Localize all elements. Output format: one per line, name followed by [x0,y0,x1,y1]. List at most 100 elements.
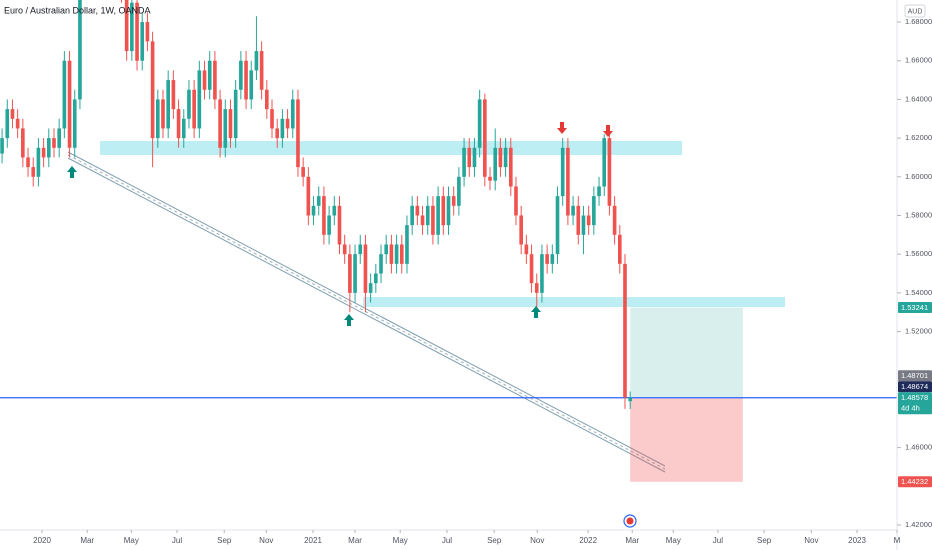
candle-body [581,215,586,235]
candle-body [306,176,311,216]
candle-body [259,51,264,90]
candle-body [534,283,539,293]
price-badge-note: 4d 4h [901,404,920,413]
loss-zone[interactable] [630,397,743,482]
candle-body [524,244,529,255]
y-tick-label: 1.52000 [905,327,932,336]
candle-body [597,186,601,197]
candle-body [311,205,316,216]
price-badge-label: 1.48674 [901,382,928,391]
price-badge-label: 1.53241 [901,303,928,312]
candle-body [62,60,67,129]
x-tick-label: May [393,536,408,545]
x-tick-label: Jul [172,536,182,545]
candle-body [592,196,596,226]
candle-body [498,147,503,168]
candle-body [10,109,15,119]
x-tick-label: Nov [530,536,544,545]
candle-body [467,147,472,168]
candle-body [135,2,139,61]
price-badge-label: 1.48701 [901,371,928,380]
candle-body [67,60,72,148]
trend-channel[interactable] [67,151,666,473]
x-tick-label: Mar [80,536,94,545]
candle-body [46,138,51,158]
candle-body [493,147,498,181]
x-tick-label: 2020 [33,536,51,545]
candle-body [446,196,451,226]
candle-body [218,99,222,148]
candle-body [441,196,446,226]
currency: AUD [908,8,923,15]
candle-body [394,244,399,264]
candle-body [322,196,326,235]
profit-zone[interactable] [630,307,743,398]
price-badge [898,302,932,314]
x-tick-label: Nov [259,536,273,545]
candle-body [145,22,150,42]
candle-body [15,118,20,129]
up-arrow[interactable] [67,166,77,178]
x-tick-label: Jul [713,536,723,545]
y-tick-label: 1.68000 [905,17,932,26]
candle-body [628,397,633,402]
candle-body [519,215,523,245]
candle-body [545,254,549,264]
up-arrow[interactable] [531,306,541,318]
drawings [67,141,785,473]
up-arrow[interactable] [344,314,354,326]
candle-body [275,128,280,139]
candle-body [155,99,160,139]
price-badge [898,370,932,382]
resistance-zone[interactable] [100,141,682,155]
candle-body [0,138,4,154]
down-arrow[interactable] [557,122,567,134]
candle-body [187,89,191,119]
candle-body [477,99,482,148]
candle-body [264,89,269,110]
events-icon[interactable] [623,514,637,528]
price-badge-label: 1.44232 [901,477,928,486]
candle-body [176,109,181,139]
candle-body [550,254,555,264]
candle-body [5,109,10,139]
candle-body [290,99,295,129]
candle-body [233,89,238,139]
support-zone[interactable] [363,297,785,307]
candle-body [57,128,61,148]
price-badge [898,392,932,415]
price-badge [898,381,932,393]
currency-box[interactable] [904,4,926,18]
candle-body [514,186,518,216]
candle-body [602,138,607,187]
candle-body [207,60,212,90]
candle-body [270,109,274,129]
candle-body [483,99,487,177]
candle-body [301,167,305,177]
chart-title: Euro / Australian Dollar, 1W, OANDA [4,5,151,15]
x-tick-label: Mar [348,536,362,545]
candle-body [296,99,300,168]
x-tick-label: Nov [804,536,818,545]
candle-body [462,147,466,177]
candle-body [327,215,331,235]
down-arrow[interactable] [603,125,613,137]
candle-body [31,167,36,177]
candle-body [223,109,228,148]
candle-body [571,205,575,216]
candle-body [436,196,440,235]
y-tick-label: 1.42000 [905,520,932,529]
x-tick-label: Sep [217,536,232,545]
y-tick-label: 1.66000 [905,56,932,65]
candle-body [617,234,622,264]
candle-body [363,244,368,293]
candle-body [72,99,77,148]
y-tick-label: 1.54000 [905,288,932,297]
candle-body [197,70,202,129]
x-tick-label: May [124,536,139,545]
candle-body [353,254,357,293]
candle-body [78,0,82,100]
